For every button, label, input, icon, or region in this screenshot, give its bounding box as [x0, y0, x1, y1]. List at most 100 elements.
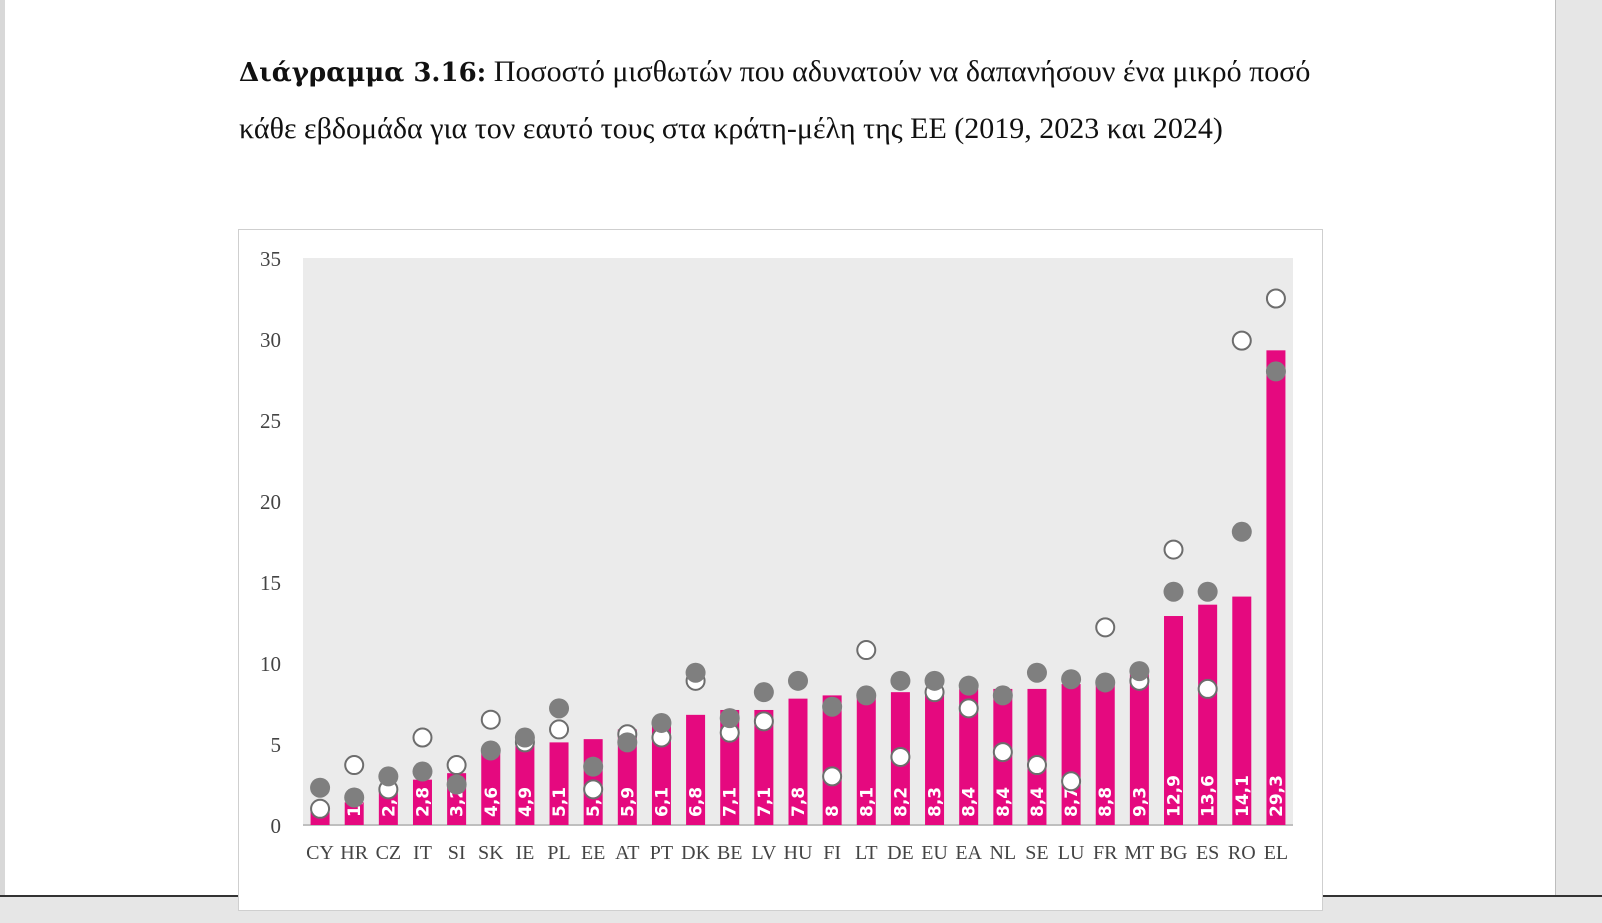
filled-marker-cy — [310, 777, 331, 798]
bar-data-label: 8,4 — [960, 787, 980, 817]
x-tick-label: IT — [413, 842, 432, 864]
filled-marker-se — [1026, 662, 1047, 683]
x-tick-label: SE — [1025, 842, 1048, 864]
bar-el — [1266, 350, 1286, 825]
bar-pl — [549, 742, 569, 825]
x-tick-label: HR — [340, 842, 368, 864]
y-tick-label: 30 — [260, 328, 281, 352]
filled-marker-bg — [1163, 581, 1184, 602]
open-marker-nl — [992, 742, 1013, 763]
x-tick-label: DK — [681, 842, 710, 864]
x-tick-label: EU — [921, 842, 948, 864]
bar-ea — [959, 688, 979, 825]
filled-marker-lt — [856, 685, 877, 706]
open-marker-hr — [344, 755, 365, 776]
y-tick-label: 20 — [260, 490, 281, 514]
bar-data-label: 13,6 — [1199, 775, 1219, 817]
open-marker-lt — [856, 640, 877, 661]
bar-eu — [925, 690, 945, 825]
y-tick-label: 5 — [271, 733, 282, 757]
bar-lt — [856, 693, 876, 825]
bar-sk — [481, 750, 501, 825]
open-marker-sk — [480, 709, 501, 730]
bar-cz — [378, 790, 398, 825]
open-marker-fr — [1095, 617, 1116, 638]
bar-lv — [754, 709, 774, 825]
caption-text: Ποσοστό μισθωτών που αδυνατούν να δαπανή… — [239, 55, 1311, 145]
bar-bg — [1164, 616, 1184, 825]
bar-data-label: 6,1 — [652, 787, 672, 817]
filled-marker-eu — [924, 670, 945, 691]
page-edge-right — [1555, 0, 1602, 921]
bar-data-label: 7,1 — [755, 787, 775, 817]
x-tick-label: DE — [887, 842, 914, 864]
bar-data-label: 4,6 — [482, 787, 502, 817]
x-tick-label: CY — [306, 842, 334, 864]
filled-marker-hr — [344, 787, 365, 808]
filled-marker-at — [617, 732, 638, 753]
x-tick-label: IE — [515, 842, 534, 864]
filled-marker-hu — [788, 670, 808, 691]
y-tick-label: 15 — [260, 571, 281, 595]
open-marker-bg — [1163, 539, 1184, 560]
bar-ie — [515, 745, 535, 825]
bar-hu — [788, 698, 808, 825]
bar-data-label: 6,8 — [687, 787, 707, 817]
bar-data-label: 8 — [823, 805, 843, 817]
filled-marker-mt — [1129, 661, 1150, 682]
open-marker-se — [1026, 755, 1047, 776]
open-marker-de — [890, 746, 911, 767]
figure-caption: Διάγραμμα 3.16: Ποσοστό μισθωτών που αδυ… — [239, 44, 1329, 156]
bar-mt — [1129, 674, 1149, 825]
y-tick-label: 0 — [271, 814, 282, 838]
bar-data-label: 8,2 — [891, 787, 911, 817]
y-tick-label: 35 — [260, 247, 281, 271]
bar-data-label: 8,1 — [857, 787, 877, 817]
bar-data-label: 8,8 — [1096, 787, 1116, 817]
x-tick-label: MT — [1124, 842, 1154, 864]
bar-data-label: 8,4 — [994, 787, 1014, 817]
bar-dk — [686, 714, 706, 825]
bar-data-label: 8,4 — [1028, 787, 1048, 817]
bar-fi — [822, 695, 842, 825]
x-tick-label: SK — [478, 842, 504, 864]
bar-data-label: 14,1 — [1233, 775, 1253, 817]
open-marker-si — [446, 755, 467, 776]
filled-marker-ee — [583, 756, 604, 777]
bar-data-label: 9,3 — [1130, 787, 1150, 817]
x-tick-label: PT — [650, 842, 673, 864]
filled-marker-be — [719, 708, 740, 729]
x-tick-label: SI — [448, 842, 466, 864]
filled-marker-ro — [1231, 521, 1252, 542]
filled-marker-fr — [1095, 672, 1116, 693]
filled-marker-lu — [1061, 669, 1082, 690]
filled-marker-de — [890, 670, 911, 691]
bar-data-label: 5,1 — [550, 787, 570, 817]
filled-marker-ea — [958, 675, 979, 696]
x-tick-label: PL — [547, 842, 570, 864]
bar-at — [617, 729, 637, 825]
bar-pt — [651, 726, 671, 825]
bar-hr — [344, 802, 364, 825]
bar-es — [1198, 604, 1218, 825]
bar-data-label: 3,2 — [448, 787, 468, 817]
open-marker-es — [1197, 678, 1218, 699]
bar-data-label: 8,3 — [926, 787, 946, 817]
filled-marker-el — [1265, 361, 1286, 382]
open-marker-fi — [822, 766, 843, 787]
bar-data-label: 7,1 — [721, 787, 741, 817]
bar-data-label: 7,8 — [789, 787, 809, 817]
bar-ro — [1232, 596, 1252, 825]
bar-fr — [1095, 682, 1115, 825]
y-tick-label: 10 — [260, 652, 281, 676]
filled-marker-sk — [480, 740, 501, 761]
filled-marker-ie — [514, 727, 535, 748]
filled-marker-pt — [651, 712, 672, 733]
bar-data-label: 2,8 — [413, 787, 433, 817]
bar-data-label: 8,7 — [1062, 787, 1082, 817]
x-tick-label: NL — [989, 842, 1016, 864]
x-tick-label: FI — [823, 842, 841, 864]
bar-it — [412, 779, 432, 825]
x-tick-label: EE — [581, 842, 605, 864]
